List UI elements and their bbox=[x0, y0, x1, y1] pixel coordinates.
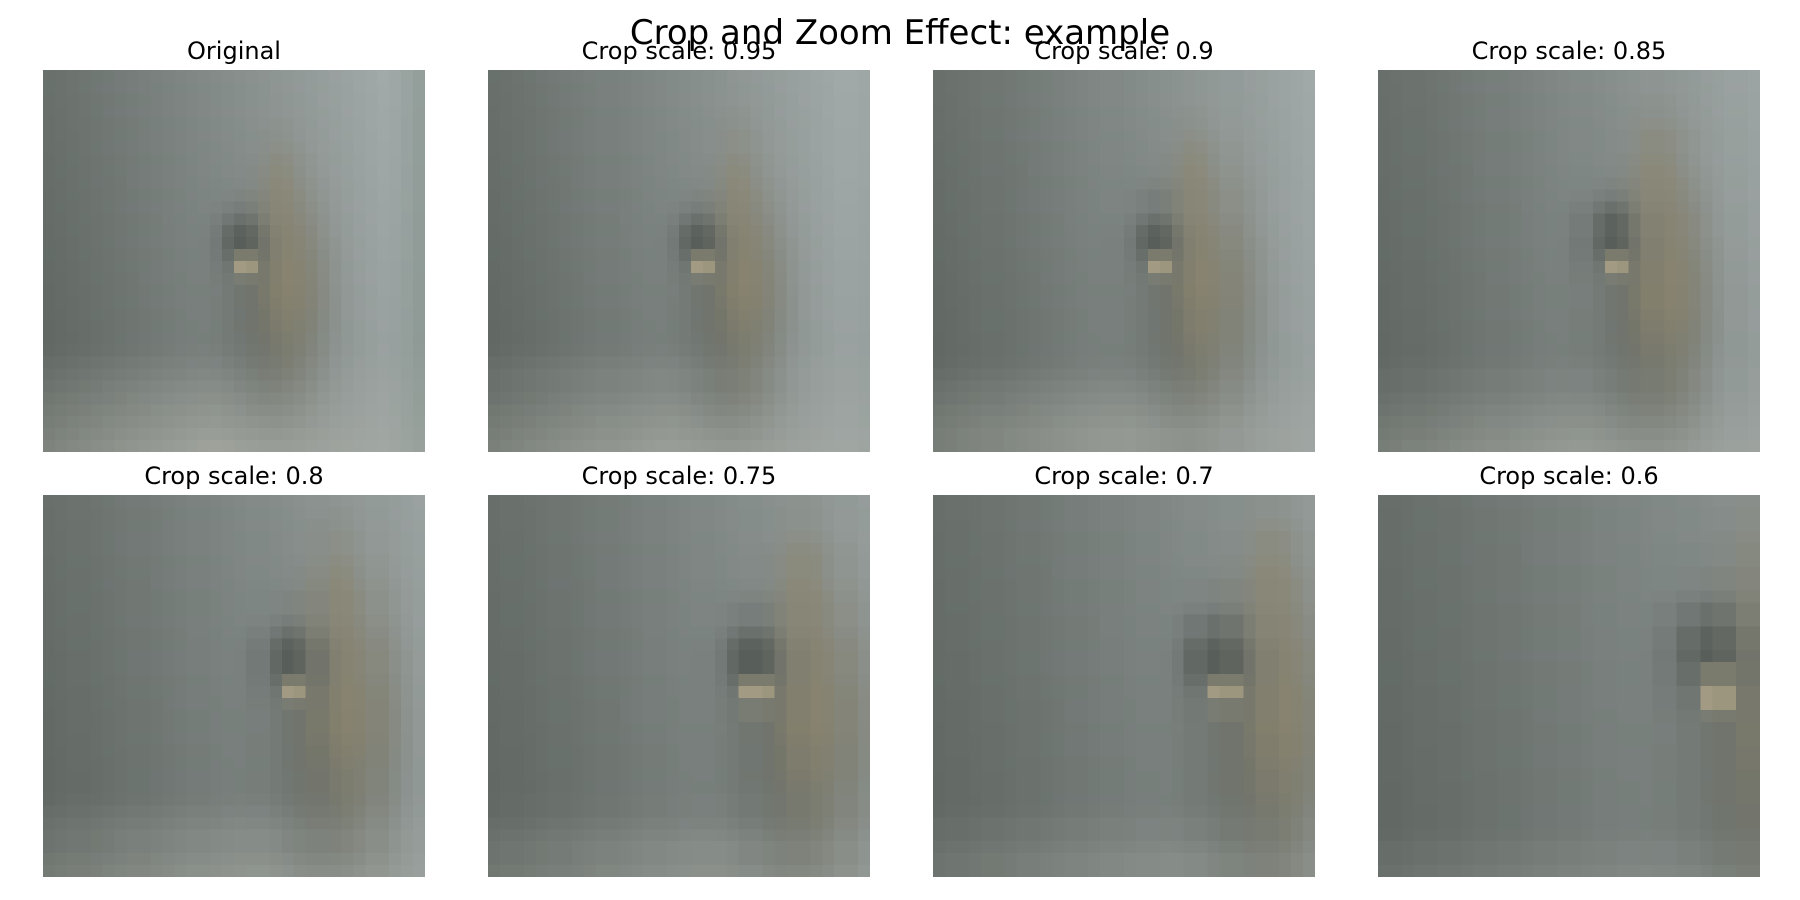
image-crop-0-85 bbox=[1378, 70, 1760, 452]
panel-title: Original bbox=[187, 37, 281, 65]
panel-title: Crop scale: 0.9 bbox=[1034, 37, 1214, 65]
image-crop-0-75 bbox=[488, 495, 870, 877]
panel-title: Crop scale: 0.8 bbox=[144, 462, 324, 490]
figure-title: Crop and Zoom Effect: example bbox=[629, 13, 1171, 53]
panel-title: Crop scale: 0.7 bbox=[1034, 462, 1214, 490]
panel-title: Crop scale: 0.95 bbox=[581, 37, 777, 65]
panel-title: Crop scale: 0.6 bbox=[1479, 462, 1659, 490]
panel-title: Crop scale: 0.85 bbox=[1471, 37, 1667, 65]
image-crop-0-7 bbox=[933, 495, 1315, 877]
panel-title: Crop scale: 0.75 bbox=[581, 462, 777, 490]
image-crop-0-9 bbox=[933, 70, 1315, 452]
image-crop-0-8 bbox=[43, 495, 425, 877]
image-original bbox=[43, 70, 425, 452]
image-crop-0-95 bbox=[488, 70, 870, 452]
image-crop-0-6 bbox=[1378, 495, 1760, 877]
